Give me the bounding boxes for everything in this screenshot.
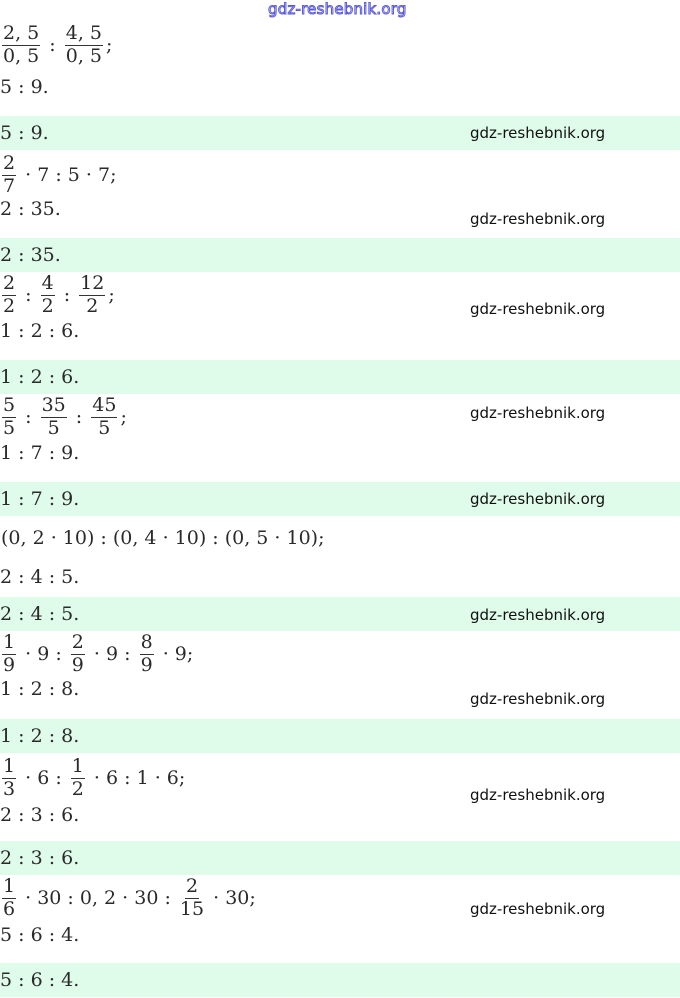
numerator: 2, 5	[2, 21, 41, 46]
denominator: 9	[71, 653, 84, 676]
expression-text: :	[43, 34, 62, 56]
numerator: 4, 5	[64, 21, 104, 46]
numerator: 4	[40, 271, 55, 296]
numerator: 2	[184, 874, 200, 899]
denominator: 0, 5	[3, 44, 40, 67]
expression-text: · 6 :	[19, 767, 68, 789]
expression-line: 2, 5 0, 5 : 4, 5 0, 5;	[0, 22, 680, 68]
expression-text: (0, 2 · 10) : (0, 4 · 10) : (0, 5 · 10);	[1, 527, 325, 549]
result-line: 2 : 35.	[0, 198, 61, 220]
numerator: 5	[2, 393, 17, 418]
denominator: 5	[47, 416, 60, 439]
fraction: 2 15	[179, 874, 205, 920]
denominator: 2	[86, 294, 99, 317]
expression-text: ;	[106, 34, 113, 56]
expression-text: :	[19, 406, 38, 428]
answer-band: 5 : 6 : 4.	[0, 963, 680, 997]
result-line: 1 : 7 : 9.	[0, 442, 80, 464]
watermark: gdz-reshebnik.org	[470, 900, 606, 918]
denominator: 5	[98, 416, 111, 439]
watermark: gdz-reshebnik.org	[470, 210, 606, 228]
watermark: gdz-reshebnik.org	[470, 786, 606, 804]
numerator: 45	[91, 393, 118, 418]
watermark-top: gdz-reshebnik.org	[268, 0, 407, 19]
watermark: gdz-reshebnik.org	[470, 300, 606, 318]
expression-text: :	[57, 284, 77, 306]
fraction: 12 2	[79, 271, 106, 317]
denominator: 2	[71, 777, 84, 800]
result-line: 1 : 2 : 8.	[0, 678, 80, 700]
expression-text: ;	[108, 284, 115, 306]
expression-text: · 30 : 0, 2 · 30 :	[19, 887, 177, 909]
expression-text: · 9 :	[19, 643, 68, 665]
expression-line: (0, 2 · 10) : (0, 4 · 10) : (0, 5 · 10);	[0, 518, 680, 558]
answer-band: 2 : 35.	[0, 238, 680, 272]
numerator: 2	[70, 630, 85, 655]
answer-band: 2 : 4 : 5.	[0, 597, 680, 631]
denominator: 9	[140, 653, 153, 676]
expression-text: · 6 : 1 · 6;	[87, 767, 186, 789]
fraction: 45 5	[91, 393, 118, 439]
numerator: 2	[2, 271, 17, 296]
watermark: gdz-reshebnik.org	[470, 690, 606, 708]
numerator: 12	[79, 271, 106, 296]
denominator: 0, 5	[65, 44, 103, 67]
result-line: 2 : 3 : 6.	[0, 804, 80, 826]
result-line: 2 : 4 : 5.	[0, 566, 80, 588]
result-line: 5 : 6 : 4.	[0, 924, 80, 946]
numerator: 1	[2, 754, 17, 779]
answer-band: 1 : 7 : 9.	[0, 482, 680, 516]
result-line: 1 : 2 : 6.	[0, 320, 80, 342]
fraction: 35 5	[40, 393, 67, 439]
denominator: 5	[3, 416, 16, 439]
fraction: 2, 5 0, 5	[2, 21, 41, 67]
expression-text: ;	[120, 406, 127, 428]
watermark: gdz-reshebnik.org	[470, 606, 606, 624]
numerator: 2	[2, 151, 17, 176]
denominator: 3	[3, 777, 16, 800]
expression-text: · 9;	[156, 643, 194, 665]
answer-band: 1 : 2 : 6.	[0, 360, 680, 394]
denominator: 6	[3, 897, 16, 920]
numerator: 1	[2, 630, 17, 655]
watermark: gdz-reshebnik.org	[470, 404, 606, 422]
denominator: 2	[41, 294, 54, 317]
expression-text: · 9 :	[87, 643, 137, 665]
watermark: gdz-reshebnik.org	[470, 124, 606, 142]
numerator: 1	[2, 874, 17, 899]
watermark: gdz-reshebnik.org	[470, 490, 606, 508]
answer-band: 1 : 2 : 8.	[0, 719, 680, 753]
answer-band: 5 : 9.	[0, 116, 680, 150]
denominator: 2	[3, 294, 16, 317]
fraction: 4, 5 0, 5	[64, 21, 104, 67]
numerator: 35	[40, 393, 67, 418]
expression-text: · 7 : 5 · 7;	[19, 164, 117, 186]
expression-text: :	[69, 406, 89, 428]
denominator: 9	[3, 653, 16, 676]
answer-band: 2 : 3 : 6.	[0, 841, 680, 875]
numerator: 1	[70, 754, 85, 779]
expression-text: · 30;	[207, 887, 256, 909]
result-line: 5 : 9.	[0, 76, 49, 98]
denominator: 7	[3, 174, 16, 197]
expression-text: :	[19, 284, 38, 306]
numerator: 8	[139, 630, 154, 655]
denominator: 15	[179, 897, 205, 920]
